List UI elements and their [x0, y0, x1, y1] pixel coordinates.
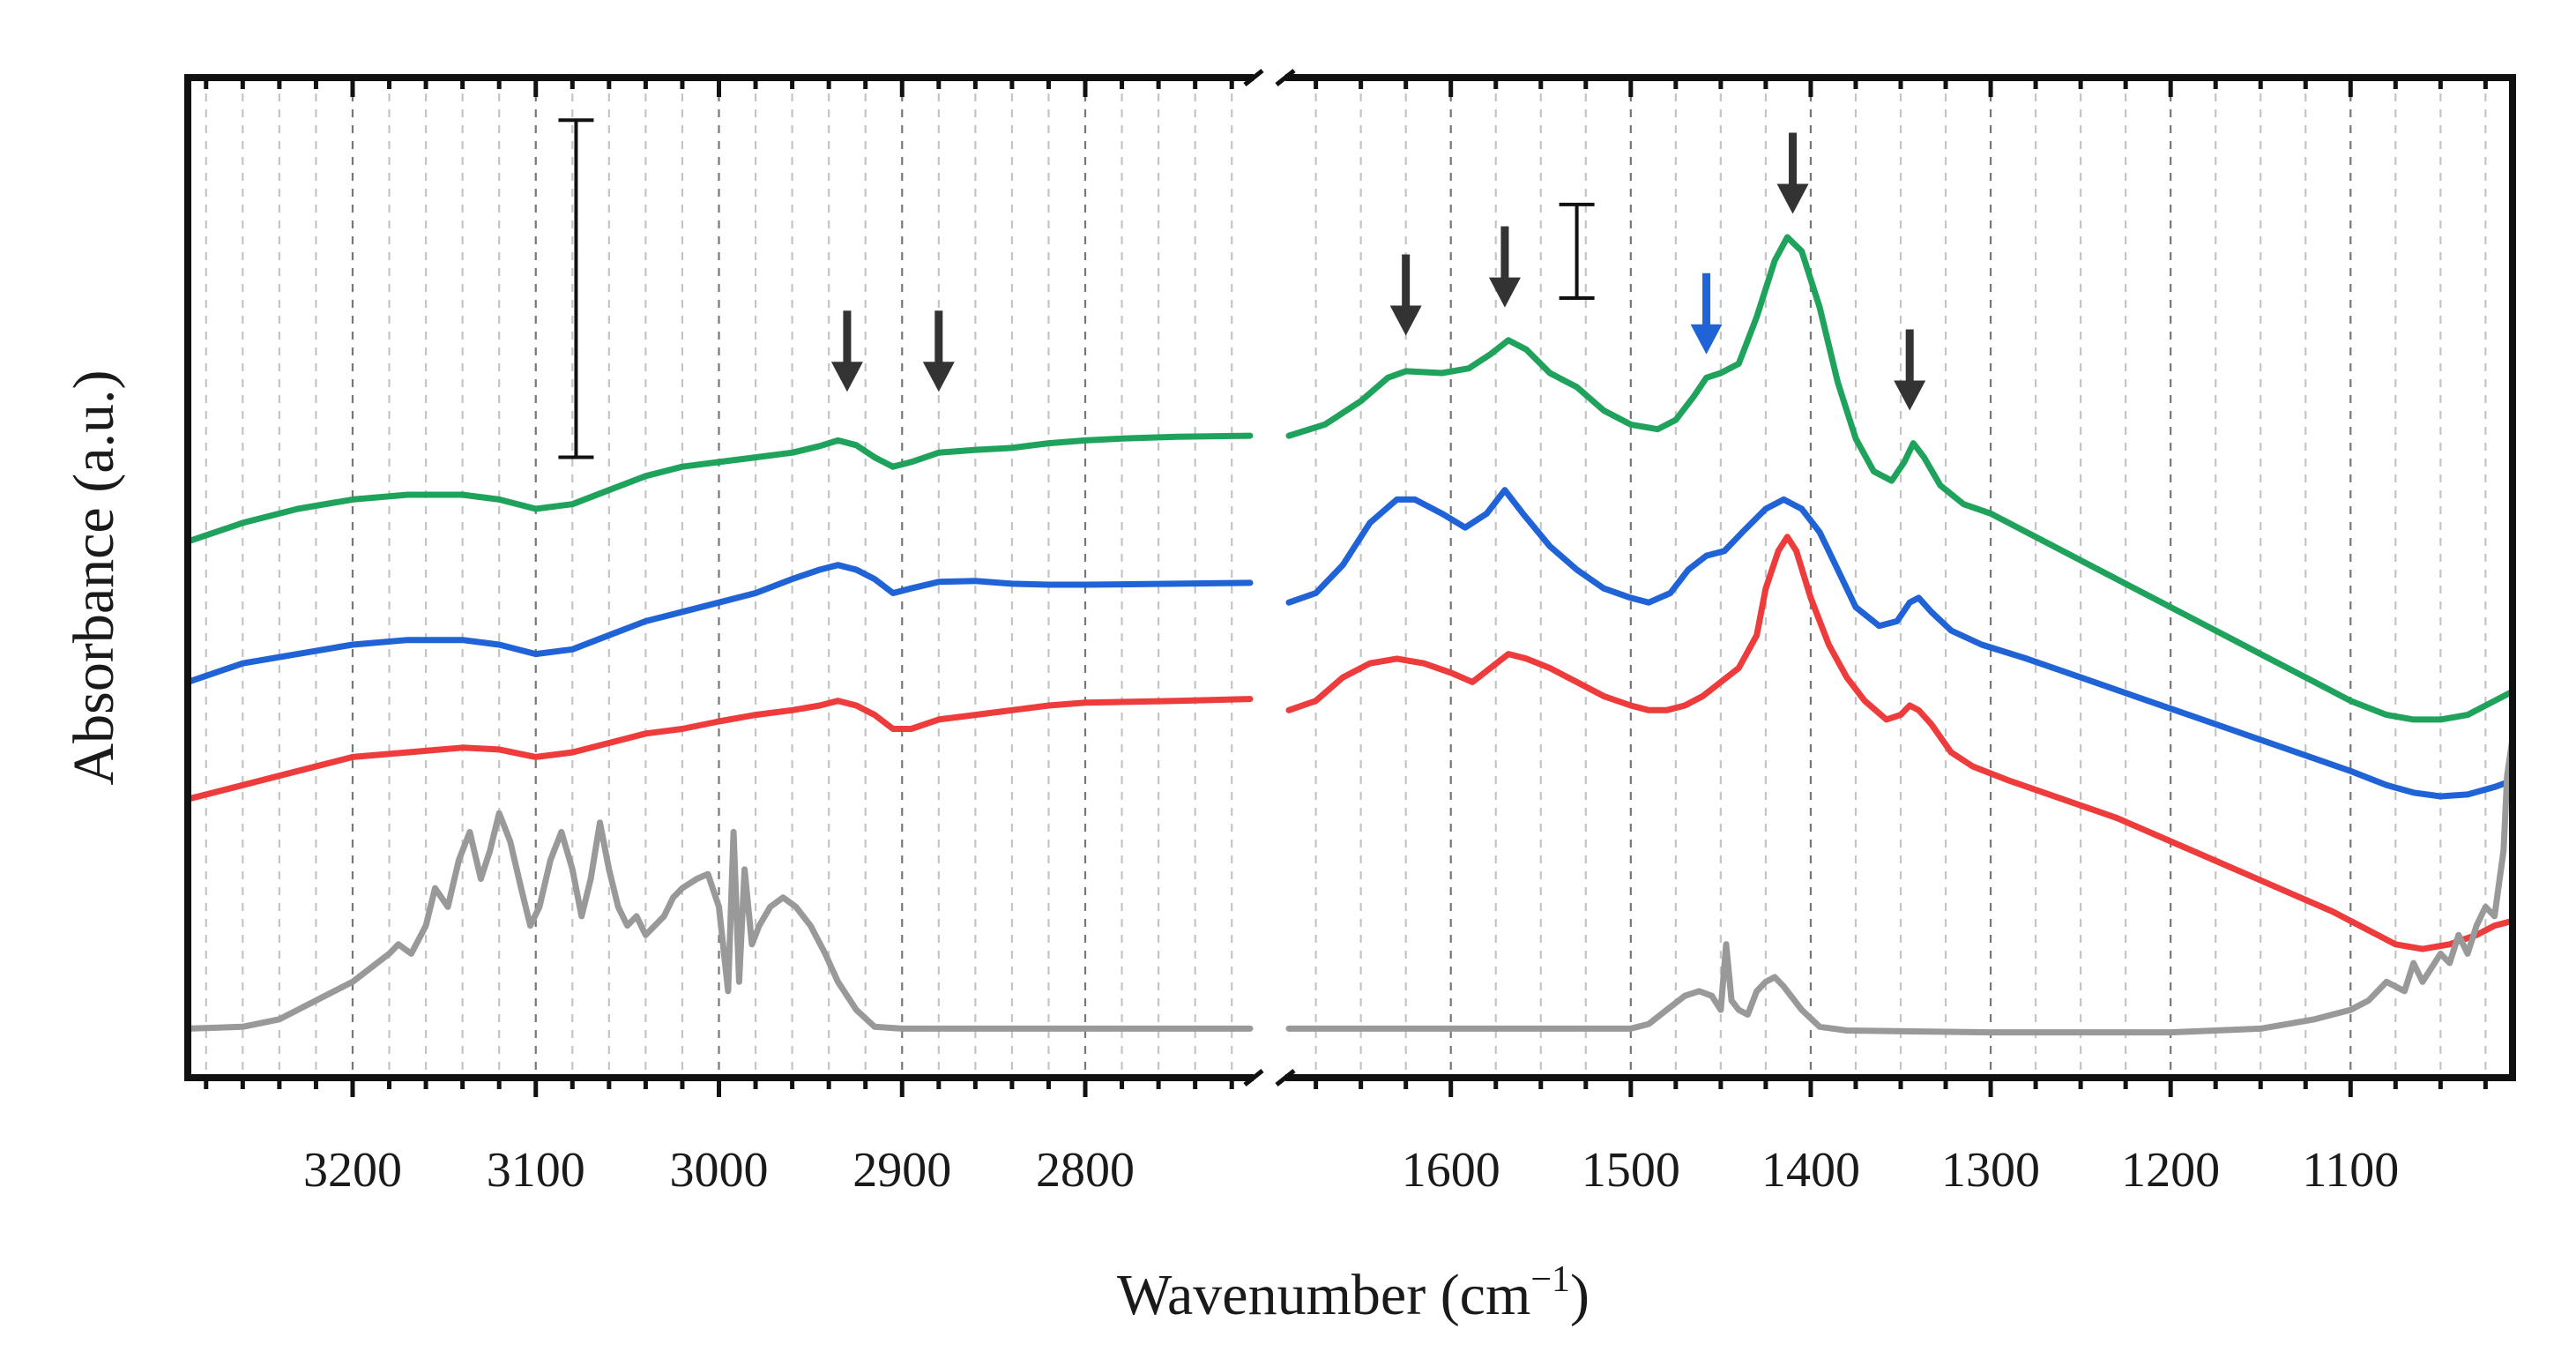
- peak-arrow-head: [1389, 305, 1422, 336]
- spectra: [184, 234, 2516, 1036]
- x-tick-label: 1300: [1941, 1143, 2040, 1198]
- series-grey-line: [1285, 735, 2516, 1036]
- peak-arrow-head: [1690, 324, 1723, 355]
- x-tick-label: 3200: [303, 1143, 402, 1198]
- axis-break-mark: [1243, 69, 1264, 86]
- x-tick-label: 3100: [487, 1143, 585, 1198]
- peak-arrow-head: [1488, 277, 1521, 308]
- x-axis-title-close: ): [1570, 1263, 1590, 1327]
- x-tick-label: 1600: [1402, 1143, 1500, 1198]
- grid-lines: [205, 78, 2487, 1078]
- x-axis-title-superscript: −1: [1530, 1259, 1570, 1300]
- x-tick-label: 1400: [1761, 1143, 1860, 1198]
- x-axis-title-main: Wavenumber (cm: [1117, 1263, 1530, 1327]
- x-tick-label: 2800: [1036, 1143, 1135, 1198]
- peak-arrow-head: [922, 362, 955, 392]
- annotations: [558, 118, 1926, 459]
- peak-arrow-head: [830, 362, 863, 392]
- axis-break-mark: [1275, 1069, 1296, 1086]
- right-panel-frame: [1285, 74, 2516, 1081]
- peak-arrow-head: [1776, 183, 1809, 214]
- peak-arrow-head: [1894, 380, 1926, 411]
- axis-break-mark: [1275, 69, 1296, 86]
- axis-break-mark: [1243, 1069, 1264, 1086]
- series-green-line: [184, 432, 1254, 545]
- x-axis-title: Wavenumber (cm−1): [1117, 1259, 1590, 1327]
- x-ticks: 3200 3100 3000 2900 2800 1600 1500 1400 1300 1200…: [204, 78, 2488, 1198]
- y-axis-title: Absorbance (a.u.): [62, 370, 126, 786]
- series-green-line: [1285, 234, 2516, 723]
- series-red-line: [1285, 534, 2516, 952]
- x-tick-label: 3000: [670, 1143, 769, 1198]
- series-blue-line: [184, 562, 1254, 685]
- x-tick-label: 1100: [2302, 1143, 2399, 1198]
- series-red-line: [184, 696, 1254, 803]
- series-grey-line: [184, 810, 1254, 1032]
- x-tick-label: 1200: [2121, 1143, 2220, 1198]
- series-blue-line: [1285, 487, 2516, 800]
- x-tick-label: 2900: [852, 1143, 951, 1198]
- x-tick-label: 1500: [1582, 1143, 1680, 1198]
